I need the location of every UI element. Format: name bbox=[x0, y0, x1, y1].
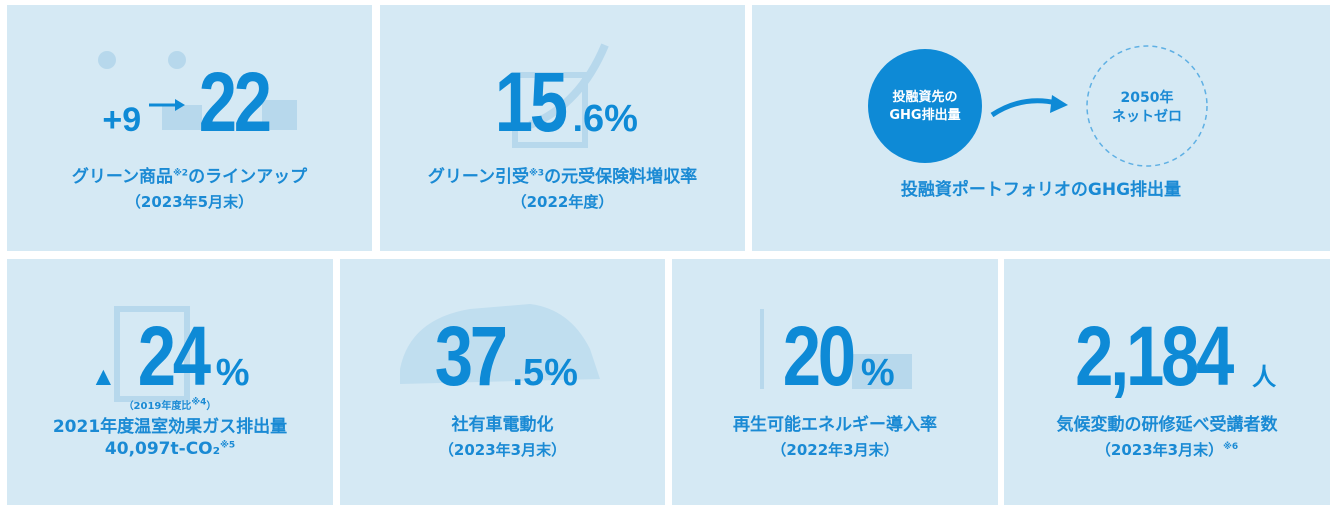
caption: グリーン商品※2のラインアップ bbox=[7, 167, 372, 187]
from-label: 投融資先の GHG排出量 bbox=[868, 89, 982, 124]
tile: 投融資先の GHG排出量 2050年ネットゼロ 投融資ポートフォリオのGHG排出量 bbox=[752, 5, 1330, 251]
sub: （2022年度） bbox=[511, 193, 614, 211]
basis-text: ） bbox=[206, 401, 217, 412]
basis: （2019年度比※4） bbox=[7, 397, 333, 412]
sub-text: （2023年3月末） bbox=[1095, 441, 1224, 459]
tile: 15 .6 % グリーン引受※3の元受保険料増収率 （2022年度） bbox=[380, 5, 745, 251]
hero: 2,184 人 bbox=[1004, 314, 1330, 398]
hero: +9 22 bbox=[7, 60, 372, 144]
sub-text: 40,097t-CO₂ bbox=[104, 439, 221, 459]
value: 15 bbox=[494, 55, 568, 149]
decor bbox=[400, 304, 600, 384]
unit: 人 bbox=[1252, 364, 1277, 391]
hero: 15 .6 % bbox=[380, 60, 745, 144]
note: ※2 bbox=[173, 168, 189, 179]
caption-text: グリーン商品 bbox=[71, 167, 174, 187]
value: 20 bbox=[783, 309, 856, 403]
caption-text: の元受保険料増収率 bbox=[544, 167, 698, 187]
note: ※3 bbox=[529, 168, 545, 179]
tile: +9 22 グリーン商品※2のラインアップ （2023年5月末） bbox=[7, 5, 372, 251]
caption: 気候変動の研修延べ受講者数 bbox=[1056, 415, 1278, 435]
value: 22 bbox=[198, 55, 272, 149]
decor bbox=[868, 45, 1208, 167]
prefix: +9 bbox=[102, 101, 142, 139]
decor bbox=[114, 306, 190, 402]
caption: 再生可能エネルギー導入率 bbox=[733, 415, 937, 435]
decor bbox=[98, 51, 297, 130]
tile: 37 .5 % 社有車電動化 （2023年3月末） bbox=[340, 259, 665, 505]
decimal: .6 bbox=[572, 98, 605, 140]
from-line: 投融資先の bbox=[892, 90, 958, 105]
sub: （2023年5月末） bbox=[125, 193, 254, 211]
note: ※6 bbox=[1223, 442, 1239, 452]
to-label: 2050年ネットゼロ bbox=[1087, 89, 1207, 127]
value: 2,184 bbox=[1075, 309, 1234, 403]
sub: （2023年3月末）※6 bbox=[1004, 439, 1330, 460]
caption: 2021年度温室効果ガス排出量 bbox=[52, 417, 288, 437]
hero: ▲ 24 % bbox=[7, 314, 333, 398]
to-line: ネットゼロ bbox=[1112, 108, 1182, 125]
tile: ▲ 24 % （2019年度比※4） 2021年度温室効果ガス排出量 40,09… bbox=[7, 259, 333, 505]
caption: グリーン引受※3の元受保険料増収率 bbox=[380, 167, 745, 187]
caption-text: のラインアップ bbox=[188, 167, 308, 187]
note: ※5 bbox=[220, 440, 236, 451]
caption: 投融資ポートフォリオのGHG排出量 bbox=[900, 180, 1182, 200]
tile: 2,184 人 気候変動の研修延べ受講者数 （2023年3月末）※6 bbox=[1004, 259, 1330, 505]
from-line: GHG排出量 bbox=[889, 107, 961, 123]
caption-text: グリーン引受 bbox=[427, 167, 530, 187]
to-line: 2050年 bbox=[1120, 90, 1174, 106]
decor bbox=[512, 43, 609, 148]
unit: % bbox=[544, 352, 578, 394]
value: 24 bbox=[137, 309, 211, 403]
value: 37 bbox=[434, 309, 508, 403]
sub: （2023年3月末） bbox=[438, 441, 567, 459]
hero: 37 .5 % bbox=[340, 314, 665, 398]
unit: % bbox=[604, 98, 638, 140]
caption: 社有車電動化 bbox=[451, 415, 554, 435]
decimal: .5 bbox=[512, 352, 545, 394]
sub: （2022年3月末） bbox=[771, 441, 899, 459]
note: ※4 bbox=[191, 397, 207, 408]
prefix: ▲ bbox=[90, 361, 117, 391]
decor bbox=[760, 309, 912, 389]
unit: % bbox=[215, 352, 250, 394]
sub: 40,097t-CO₂※5 bbox=[7, 439, 333, 459]
unit: % bbox=[860, 352, 895, 394]
basis-text: （2019年度比 bbox=[123, 401, 192, 412]
tile: 20 % 再生可能エネルギー導入率 （2022年3月末） bbox=[672, 259, 998, 505]
hero: 20 % bbox=[672, 314, 998, 398]
